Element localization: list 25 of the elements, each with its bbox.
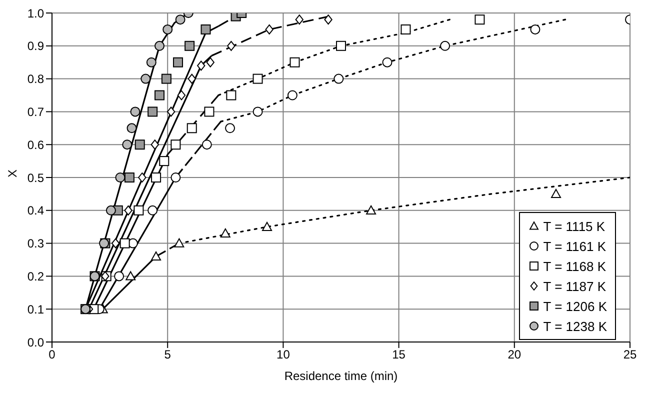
y-tick-label: 0.7 <box>27 104 44 119</box>
y-tick-label: 0.8 <box>27 72 44 86</box>
legend-label: T = 1238 K <box>543 318 607 334</box>
x-tick-label: 0 <box>48 348 56 362</box>
legend-label: T = 1206 K <box>543 298 607 314</box>
legend-label: T = 1115 K <box>543 218 606 234</box>
x-axis-title: Residence time (min) <box>284 369 398 383</box>
y-tick-label: 0.0 <box>27 335 44 350</box>
y-tick-label: 0.1 <box>27 302 44 316</box>
x-tick-label: 15 <box>392 348 406 362</box>
legend-label: T = 1187 K <box>543 278 606 294</box>
y-axis-title: X <box>5 169 20 178</box>
y-tick-label: 0.4 <box>27 204 44 218</box>
y-tick-label: 0.6 <box>27 138 44 152</box>
x-tick-label: 5 <box>164 348 172 362</box>
x-tick-label: 25 <box>623 348 637 362</box>
y-tick-label: 0.9 <box>27 39 44 54</box>
legend-label: T = 1168 K <box>543 258 606 274</box>
y-tick-label: 0.3 <box>27 236 44 251</box>
x-tick-label: 10 <box>276 348 290 362</box>
y-tick-label: 0.5 <box>27 170 44 185</box>
x-tick-label: 20 <box>508 348 522 362</box>
y-tick-label: 0.2 <box>27 269 44 284</box>
legend-label: T = 1161 K <box>543 238 606 254</box>
y-tick-label: 1.0 <box>27 6 44 20</box>
